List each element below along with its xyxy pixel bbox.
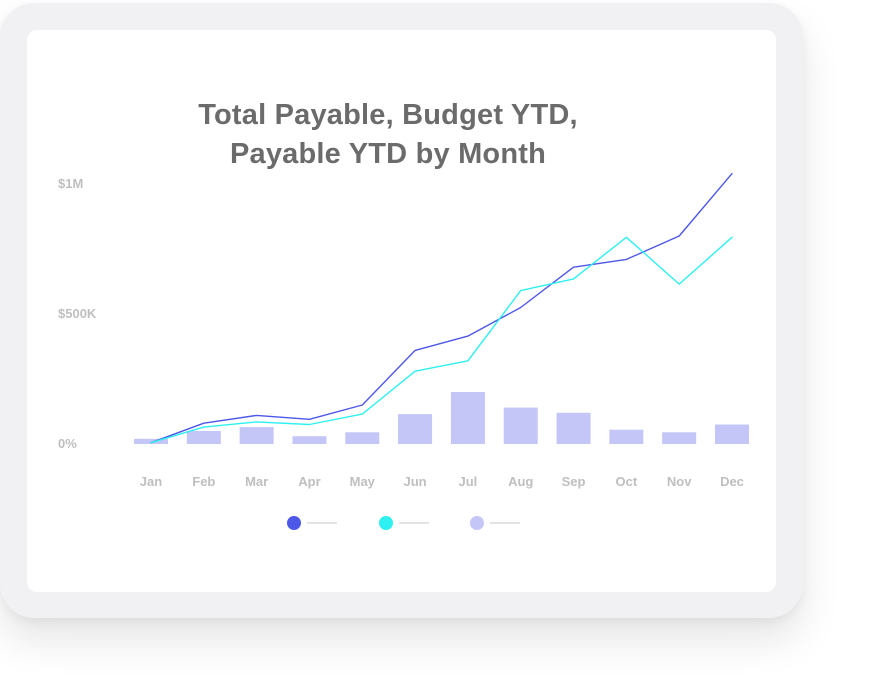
x-tick-label: Mar: [245, 474, 268, 489]
bar-apr: [292, 436, 327, 444]
legend-marker-total-payable: [287, 516, 301, 530]
x-tick-label: Feb: [192, 474, 215, 489]
y-tick-label: $500K: [58, 306, 97, 321]
series-line-total-payable: [150, 172, 733, 444]
chart-title-line-1: Total Payable, Budget YTD,: [198, 99, 578, 131]
bar-oct: [609, 429, 644, 444]
bar-mar: [239, 427, 274, 444]
bar-jan: [134, 438, 168, 444]
bar-series: [134, 392, 749, 444]
legend: [287, 516, 520, 530]
bar-dec: [715, 424, 749, 444]
bar-sep: [556, 412, 591, 444]
x-tick-label: Dec: [720, 474, 744, 489]
x-tick-label: Jul: [459, 474, 478, 489]
x-tick-label: Apr: [298, 474, 320, 489]
x-tick-label: Sep: [562, 474, 586, 489]
x-tick-label: Jun: [404, 474, 427, 489]
chart-card: [27, 30, 776, 592]
chart-title-line-2: Payable YTD by Month: [229, 138, 547, 170]
bar-nov: [662, 432, 697, 444]
x-tick-label: May: [350, 474, 376, 489]
x-tick-label: Aug: [508, 474, 533, 489]
x-tick-label: Nov: [667, 474, 692, 489]
x-tick-label: Oct: [616, 474, 638, 489]
bar-may: [345, 432, 380, 444]
legend-marker-payable-ytd: [470, 516, 484, 530]
chart-title: Total Payable, Budget YTD, Payable YTD b…: [0, 96, 776, 174]
legend-marker-budget-ytd: [379, 516, 393, 530]
bar-jul: [450, 392, 485, 444]
bar-jun: [398, 414, 433, 444]
x-axis-ticks: Jan Feb Mar Apr May Jun Jul Aug Sep Oct Nov Dec: [140, 474, 744, 489]
bar-aug: [503, 407, 538, 444]
y-tick-label: $1M: [58, 176, 83, 191]
x-tick-label: Jan: [140, 474, 162, 489]
series-line-budget-ytd: [150, 236, 733, 444]
y-tick-label: 0%: [58, 436, 77, 451]
y-axis-ticks: 0% $500K $1M: [58, 176, 97, 451]
bar-feb: [186, 431, 221, 444]
line-series: [150, 172, 733, 444]
